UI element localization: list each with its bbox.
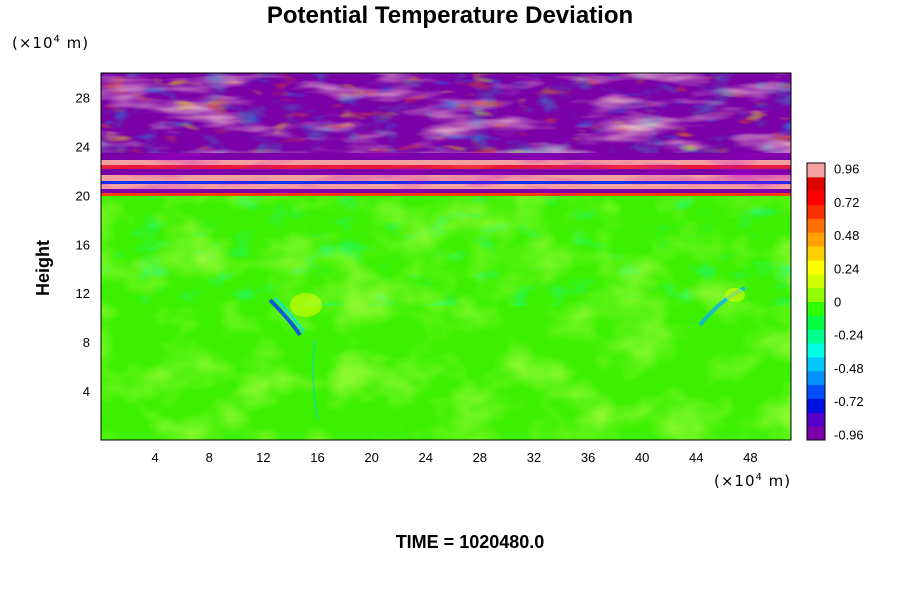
y-tick-label: 28 [76,90,90,105]
colorbar-tick-label: 0.48 [834,228,859,243]
colorbar-tick-label: -0.48 [834,361,864,376]
colorbar-swatch [807,343,825,358]
colorbar-swatch [807,190,825,206]
x-tick-label: 12 [256,450,270,465]
colorbar-tick-label: 0 [834,295,841,310]
x-tick-label: 16 [310,450,324,465]
colorbar-swatch [807,259,825,275]
colorbar-swatch [807,218,825,233]
colorbar-swatch [807,232,825,247]
chart-title: Potential Temperature Deviation [266,2,634,29]
y-axis-unit: (×104 m) [12,34,90,52]
x-tick-label: 32 [527,450,541,465]
x-tick-label: 24 [418,450,432,465]
x-tick-label: 36 [581,450,595,465]
colorbar-swatch [807,287,825,302]
colorbar: 0.96 0.72 0.48 0.24 0 -0.24 -0.48 -0.72 -0.96 [806,162,864,442]
x-tick-label: 44 [689,450,703,465]
y-tick-label: 8 [83,335,90,350]
colorbar-swatch [807,204,825,219]
time-label: TIME = 1020480.0 [395,532,545,552]
colorbar-tick-label: -0.96 [834,427,864,442]
colorbar-swatch [807,370,825,386]
colorbar-frame [806,162,826,441]
colorbar-swatch [807,329,825,344]
x-tick-label: 48 [743,450,757,465]
colorbar-swatch [807,426,825,441]
colorbar-swatch [807,246,825,261]
colorbar-tick-label: -0.24 [834,328,864,343]
y-tick-label: 16 [76,237,90,252]
x-axis-unit: (×104 m) [714,472,792,490]
x-tick-label: 4 [152,450,159,465]
x-tick-label: 28 [473,450,487,465]
y-ticks: 4 8 12 16 20 24 28 [76,90,90,399]
colorbar-swatch [807,384,825,399]
colorbar-swatch [807,356,825,372]
y-tick-label: 24 [76,139,90,154]
colorbar-tick-label: -0.72 [834,394,864,409]
x-tick-label: 20 [364,450,378,465]
heatmap-field [101,73,791,440]
x-tick-label: 40 [635,450,649,465]
colorbar-swatch [807,163,825,178]
y-tick-label: 12 [76,286,90,301]
x-tick-label: 8 [206,450,213,465]
colorbar-swatch [807,273,825,289]
colorbar-swatch [807,301,825,316]
colorbar-tick-label: 0.24 [834,261,859,276]
y-tick-label: 20 [76,188,90,203]
x-ticks: 4 8 12 16 20 24 28 32 36 40 44 48 [152,450,758,465]
colorbar-tick-label: 0.96 [834,162,859,177]
colorbar-swatch [807,398,825,413]
colorbar-swatch [807,412,825,427]
colorbar-tick-label: 0.72 [834,195,859,210]
colorbar-swatch [807,176,825,192]
colorbar-swatch [807,315,825,330]
y-tick-label: 4 [83,384,90,399]
